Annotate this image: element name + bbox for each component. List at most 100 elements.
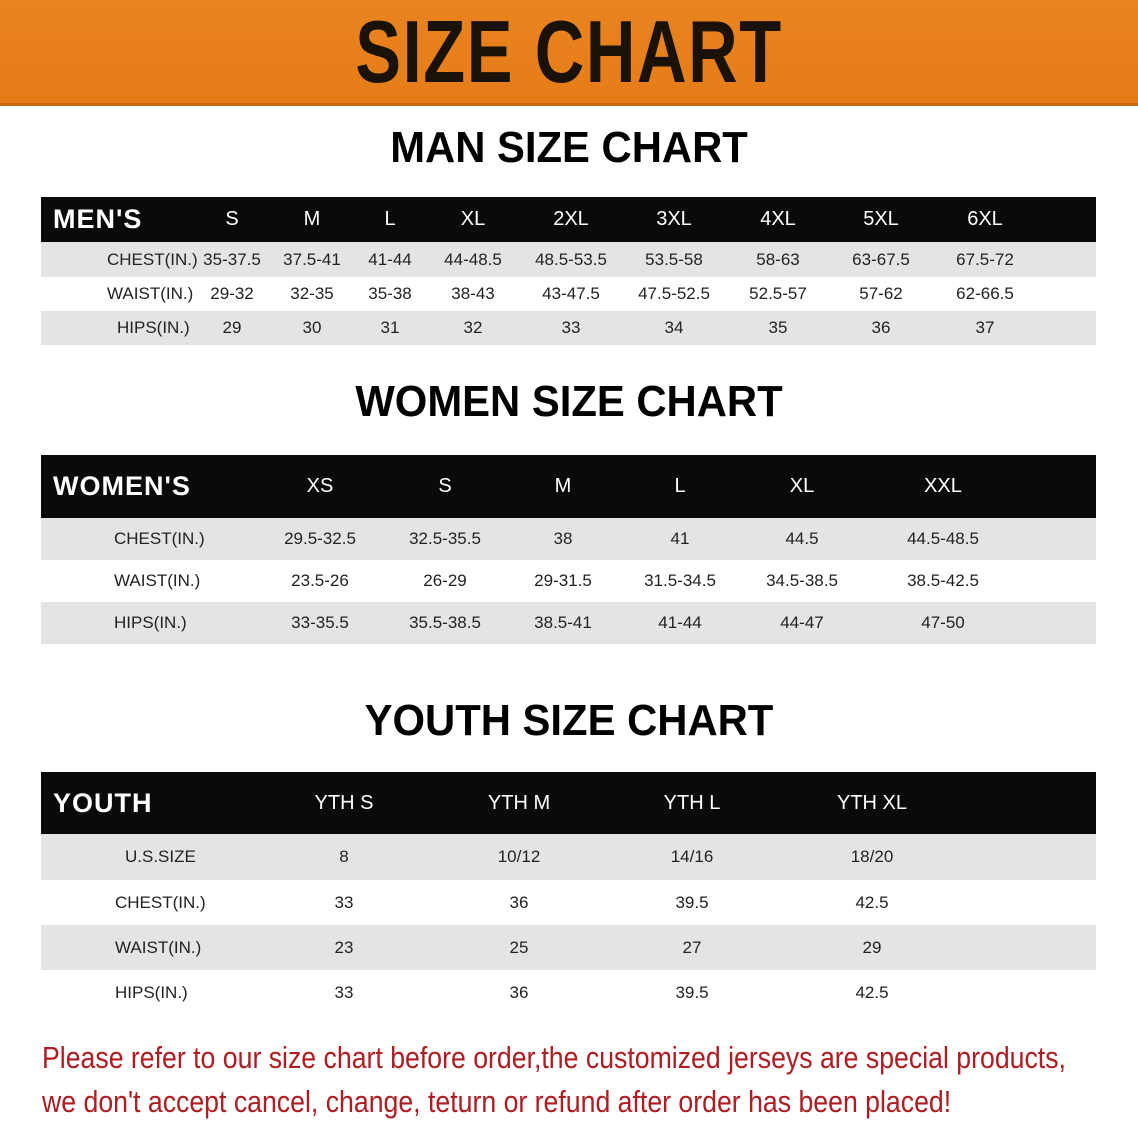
size-header: XS bbox=[306, 475, 334, 497]
table-row: HIPS(IN.) 29 30 31 32 33 34 35 36 37 bbox=[41, 311, 1096, 345]
size-header: L bbox=[384, 208, 396, 230]
table-cell: 48.5-53.5 bbox=[535, 249, 607, 269]
table-header-label: YOUTH bbox=[53, 787, 153, 818]
table-cell: 35-37.5 bbox=[203, 249, 261, 269]
table-cell: 44-48.5 bbox=[444, 249, 502, 269]
table-cell: 29 bbox=[222, 318, 242, 337]
table-row: HIPS(IN.) 33 36 39.5 42.5 bbox=[41, 970, 1096, 1015]
table-cell: 36 bbox=[509, 982, 529, 1002]
size-header: 3XL bbox=[656, 208, 692, 230]
notice-line-2: we don't accept cancel, change, teturn o… bbox=[42, 1084, 952, 1119]
table-row: CHEST(IN.) 33 36 39.5 42.5 bbox=[41, 880, 1096, 925]
table-cell: 29-32 bbox=[210, 284, 254, 303]
table-cell: 35 bbox=[768, 318, 788, 337]
table-cell: 34 bbox=[664, 318, 684, 337]
size-header: 4XL bbox=[760, 208, 796, 230]
table-cell: 47.5-52.5 bbox=[638, 284, 710, 303]
table-cell: 29.5-32.5 bbox=[284, 529, 356, 548]
table-cell: 32.5-35.5 bbox=[409, 529, 481, 548]
size-header: 5XL bbox=[863, 208, 899, 230]
women-size-table: WOMEN'S XS S M L XL XXL CHEST(IN.) 29.5-32.5 32.5… bbox=[41, 455, 1096, 644]
table-cell: 34.5-38.5 bbox=[766, 571, 838, 590]
table-cell: 31.5-34.5 bbox=[644, 571, 716, 590]
measurement-label: WAIST(IN.) bbox=[107, 284, 194, 303]
table-cell: 36 bbox=[871, 318, 891, 337]
table-cell: 33 bbox=[334, 892, 354, 912]
table-cell: 29-31.5 bbox=[534, 571, 592, 590]
table-row: WAIST(IN.) 29-32 32-35 35-38 38-43 43-47.5 47.… bbox=[41, 277, 1096, 311]
table-cell: 30 bbox=[302, 318, 322, 337]
table-cell: 25 bbox=[509, 937, 529, 957]
youth-size-table: YOUTH YTH S YTH M YTH L YTH XL U.S.SIZE 8 10/12… bbox=[41, 772, 1096, 1015]
measurement-label: U.S.SIZE bbox=[125, 847, 196, 866]
banner: SIZE CHART bbox=[0, 0, 1138, 106]
table-cell: 47-50 bbox=[921, 613, 965, 632]
measurement-label: WAIST(IN.) bbox=[115, 937, 202, 957]
table-cell: 41-44 bbox=[368, 249, 412, 269]
youth-section-title: YOUTH SIZE CHART bbox=[364, 696, 774, 745]
table-cell: 23.5-26 bbox=[291, 571, 349, 590]
table-header-label: MEN'S bbox=[53, 204, 143, 234]
table-cell: 8 bbox=[339, 847, 349, 866]
measurement-label: CHEST(IN.) bbox=[114, 529, 205, 548]
table-row: HIPS(IN.) 33-35.5 35.5-38.5 38.5-41 41-44 44-… bbox=[41, 602, 1096, 644]
table-cell: 38.5-42.5 bbox=[907, 571, 979, 590]
table-cell: 37.5-41 bbox=[283, 249, 341, 269]
men-header-row: MEN'S S M L XL 2XL 3XL 4XL 5XL 6XL bbox=[41, 197, 1096, 242]
table-cell: 44.5 bbox=[785, 529, 819, 548]
measurement-label: CHEST(IN.) bbox=[115, 892, 206, 912]
size-header: L bbox=[674, 475, 686, 497]
table-cell: 62-66.5 bbox=[956, 284, 1014, 303]
size-header: XXL bbox=[924, 475, 962, 497]
youth-header-row: YOUTH YTH S YTH M YTH L YTH XL bbox=[41, 772, 1096, 834]
size-header: XL bbox=[460, 208, 486, 230]
size-header: 6XL bbox=[967, 208, 1003, 230]
size-header: YTH XL bbox=[836, 791, 908, 814]
table-cell: 38-43 bbox=[451, 284, 495, 303]
notice-line-1: Please refer to our size chart before or… bbox=[42, 1040, 1066, 1075]
table-cell: 26-29 bbox=[423, 571, 467, 590]
size-header: S bbox=[225, 208, 239, 230]
table-cell: 33 bbox=[561, 318, 581, 337]
table-cell: 39.5 bbox=[675, 982, 709, 1002]
measurement-label: HIPS(IN.) bbox=[114, 613, 187, 632]
table-cell: 42.5 bbox=[855, 892, 889, 912]
table-header-label: WOMEN'S bbox=[53, 471, 191, 501]
table-cell: 58-63 bbox=[756, 249, 800, 269]
table-cell: 32 bbox=[463, 318, 483, 337]
table-cell: 33 bbox=[334, 982, 354, 1002]
measurement-label: CHEST(IN.) bbox=[107, 249, 198, 269]
table-row: WAIST(IN.) 23.5-26 26-29 29-31.5 31.5-34.5 34… bbox=[41, 560, 1096, 602]
size-header: 2XL bbox=[553, 208, 589, 230]
table-cell: 33-35.5 bbox=[291, 613, 349, 632]
table-cell: 32-35 bbox=[290, 284, 334, 303]
table-cell: 10/12 bbox=[497, 847, 541, 866]
table-cell: 29 bbox=[862, 937, 882, 957]
table-row: CHEST(IN.) 29.5-32.5 32.5-35.5 38 41 44.5 44.5… bbox=[41, 518, 1096, 560]
table-cell: 38 bbox=[553, 529, 573, 548]
size-header: YTH L bbox=[663, 791, 721, 814]
table-cell: 38.5-41 bbox=[534, 613, 592, 632]
table-cell: 43-47.5 bbox=[542, 284, 600, 303]
size-header: XL bbox=[789, 475, 815, 497]
men-size-table: MEN'S S M L XL 2XL 3XL 4XL 5XL 6XL CHEST(IN.) 35-37… bbox=[41, 197, 1096, 345]
size-header: YTH M bbox=[487, 791, 551, 814]
table-cell: 42.5 bbox=[855, 982, 889, 1002]
table-cell: 27 bbox=[682, 937, 702, 957]
size-header: S bbox=[438, 475, 452, 497]
banner-title: SIZE CHART bbox=[355, 2, 783, 101]
table-row: WAIST(IN.) 23 25 27 29 bbox=[41, 925, 1096, 970]
table-cell: 52.5-57 bbox=[749, 284, 807, 303]
table-row: U.S.SIZE 8 10/12 14/16 18/20 bbox=[41, 834, 1096, 880]
size-header: YTH S bbox=[314, 791, 374, 814]
table-cell: 14/16 bbox=[670, 847, 714, 866]
table-cell: 41-44 bbox=[658, 613, 702, 632]
table-cell: 57-62 bbox=[859, 284, 903, 303]
table-row: CHEST(IN.) 35-37.5 37.5-41 41-44 44-48.5 48.5… bbox=[41, 242, 1096, 277]
table-cell: 41 bbox=[670, 529, 690, 548]
women-header-row: WOMEN'S XS S M L XL XXL bbox=[41, 455, 1096, 518]
size-header: M bbox=[554, 475, 572, 497]
table-cell: 35.5-38.5 bbox=[409, 613, 481, 632]
measurement-label: HIPS(IN.) bbox=[115, 982, 188, 1002]
table-cell: 36 bbox=[509, 892, 529, 912]
